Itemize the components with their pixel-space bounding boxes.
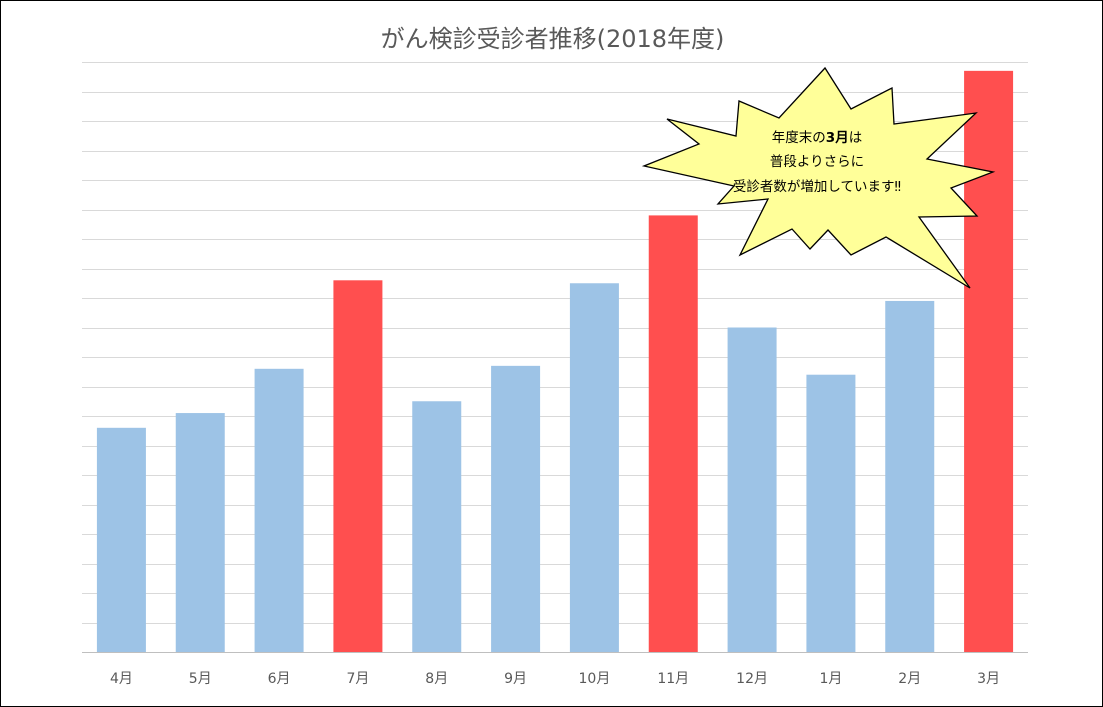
callout-segment: は	[849, 130, 863, 146]
bars	[96, 70, 1014, 653]
callout-line: 年度末の3月は	[772, 130, 862, 146]
bar-5	[491, 365, 541, 652]
x-tick-label: 7月	[346, 671, 369, 687]
bar-11	[964, 70, 1014, 653]
bar-6	[569, 283, 619, 652]
bar-0	[96, 427, 146, 652]
grid-lines	[82, 62, 1028, 624]
bar-2	[254, 368, 304, 652]
x-tick-label: 8月	[425, 671, 448, 687]
callout-segment: 年度末の	[772, 130, 826, 146]
callout-line: 普段よりさらに	[770, 154, 864, 170]
x-tick-label: 10月	[579, 671, 611, 687]
x-tick-label: 2月	[898, 671, 921, 687]
bar-9	[806, 374, 856, 652]
bar-8	[727, 327, 777, 652]
callout-shape	[641, 66, 996, 289]
callout-segment: 3月	[826, 130, 849, 146]
x-tick-label: 11月	[657, 671, 689, 687]
chart-title: がん検診受診者推移(2018年度)	[380, 25, 725, 53]
bar-10	[885, 300, 935, 652]
x-tick-labels: 4月 5月 6月 7月 8月 9月 10月 11月 12月 1月 2月 3月	[110, 671, 1000, 687]
bar-4	[412, 401, 462, 652]
x-tick-label: 9月	[504, 671, 527, 687]
bar-7	[648, 215, 698, 652]
bar-1	[175, 413, 225, 652]
x-tick-label: 4月	[110, 671, 133, 687]
x-tick-label: 5月	[189, 671, 212, 687]
callout-line: 受診者数が増加しています‼	[733, 179, 901, 195]
bar-3	[333, 280, 383, 652]
callout-segment: 受診者数が増加しています‼	[733, 179, 901, 195]
x-tick-label: 6月	[268, 671, 291, 687]
x-tick-label: 3月	[977, 671, 1000, 687]
x-tick-label: 12月	[736, 671, 768, 687]
x-tick-label: 1月	[819, 671, 842, 687]
callout-segment: 普段よりさらに	[770, 154, 864, 170]
